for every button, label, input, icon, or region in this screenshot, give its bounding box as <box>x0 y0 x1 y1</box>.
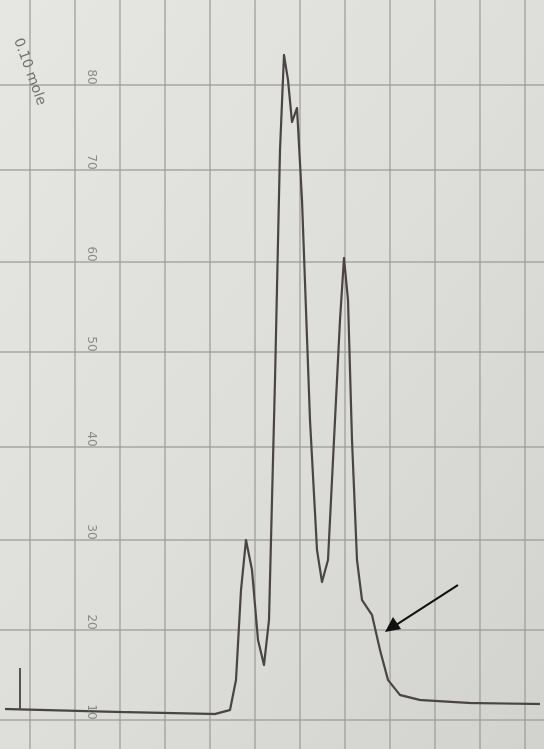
scale-label: 70 <box>85 154 99 169</box>
scale-label: 60 <box>85 246 99 261</box>
scale-label: 10 <box>85 704 99 719</box>
scale-label: 40 <box>85 431 99 446</box>
scale-label: 20 <box>85 614 99 629</box>
arrow-shaft <box>395 584 459 626</box>
scale-label: 80 <box>85 69 99 84</box>
scale-label: 30 <box>85 524 99 539</box>
arrow-head <box>385 617 401 632</box>
chromatogram-trace <box>4 53 541 716</box>
scale-label: 50 <box>85 336 99 351</box>
